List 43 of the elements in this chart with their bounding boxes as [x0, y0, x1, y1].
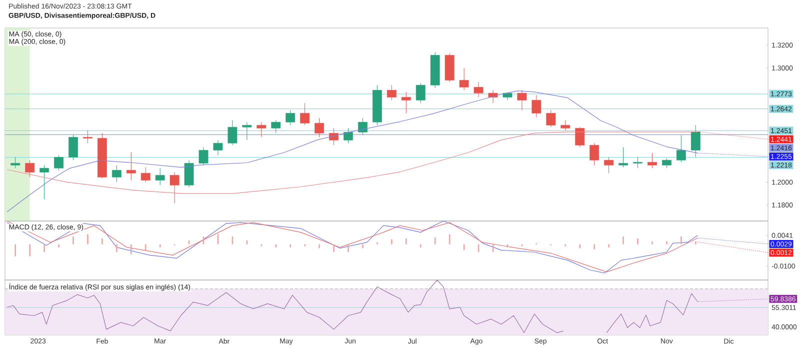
- candlestick: [286, 110, 296, 126]
- candlestick: [633, 156, 642, 168]
- candlestick: [517, 90, 527, 110]
- candlestick: [532, 94, 542, 118]
- candlestick: [314, 118, 324, 138]
- candlestick: [662, 158, 672, 168]
- candlestick: [358, 118, 368, 136]
- candlestick: [604, 156, 614, 174]
- candlestick: [54, 154, 64, 170]
- candlestick: [170, 172, 180, 204]
- candlestick: [40, 164, 49, 200]
- candlestick: [690, 124, 700, 158]
- candlestick: [329, 128, 338, 146]
- candlestick: [386, 84, 396, 100]
- candlestick: [228, 120, 238, 146]
- candlestick: [648, 152, 657, 168]
- candlestick: [242, 122, 252, 140]
- candlestick: [560, 120, 570, 130]
- candlestick: [344, 128, 353, 144]
- candlestick: [618, 146, 628, 168]
- candlestick: [126, 152, 136, 180]
- candlestick: [140, 166, 150, 182]
- candlestick: [474, 82, 484, 98]
- candlestick: [300, 102, 310, 126]
- candlestick: [271, 120, 281, 134]
- candlestick: [676, 134, 686, 162]
- candlestick: [68, 134, 78, 160]
- candlestick: [546, 110, 556, 128]
- candlestick: [416, 82, 426, 104]
- line-series: [6, 90, 698, 212]
- candlestick: [401, 92, 411, 114]
- candlestick: [575, 126, 585, 148]
- candlestick: [256, 122, 266, 138]
- candlestick: [459, 68, 469, 90]
- candlestick: [112, 164, 122, 182]
- candlestick: [184, 160, 194, 188]
- candlestick: [25, 160, 35, 178]
- candlestick: [83, 130, 92, 144]
- candlestick: [198, 146, 208, 166]
- candlestick: [10, 156, 20, 168]
- candlestick: [213, 140, 223, 156]
- candlestick: [155, 168, 165, 186]
- candlestick: [590, 142, 600, 166]
